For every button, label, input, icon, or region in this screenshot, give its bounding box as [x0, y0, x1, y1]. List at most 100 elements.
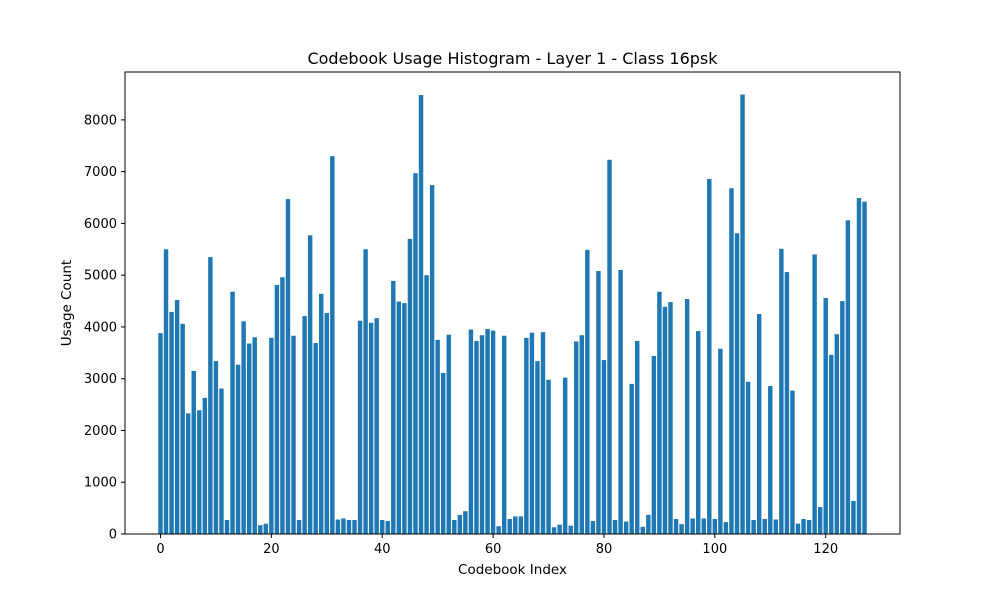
bar-20 — [269, 337, 274, 534]
bar-88 — [646, 514, 651, 534]
bar-12 — [224, 520, 230, 534]
bar-46 — [413, 173, 418, 534]
bar-93 — [673, 518, 679, 534]
bar-59 — [485, 329, 490, 534]
bar-58 — [479, 335, 485, 534]
bar-30 — [324, 312, 330, 534]
bar-45 — [407, 238, 413, 535]
bar-74 — [568, 525, 573, 534]
bar-92 — [668, 302, 673, 534]
bar-18 — [258, 525, 263, 534]
bar-25 — [296, 520, 302, 534]
bar-70 — [546, 379, 551, 534]
bar-104 — [734, 233, 740, 534]
bar-119 — [817, 507, 823, 534]
bar-44 — [402, 303, 407, 534]
bar-55 — [463, 511, 468, 534]
bar-112 — [779, 248, 784, 534]
x-axis-ticks: 0 20 40 60 80 100 120 — [156, 534, 838, 557]
bar-3 — [174, 300, 180, 534]
bar-98 — [701, 518, 706, 534]
bar-38 — [368, 322, 374, 534]
bar-80 — [601, 360, 607, 534]
x-tick-label: 100 — [702, 542, 727, 557]
bar-32 — [335, 519, 341, 534]
bar-125 — [851, 500, 856, 534]
bar-36 — [357, 320, 363, 534]
bar-120 — [823, 297, 828, 534]
bar-90 — [657, 291, 662, 534]
bar-52 — [446, 334, 451, 534]
y-tick-label: 0 — [109, 528, 117, 543]
bar-49 — [429, 185, 435, 534]
bar-99 — [707, 178, 712, 535]
bar-111 — [773, 519, 779, 534]
bar-27 — [307, 235, 313, 535]
x-tick-label: 80 — [596, 542, 613, 557]
bar-95 — [684, 298, 690, 534]
x-tick-label: 40 — [374, 542, 391, 557]
bar-116 — [801, 518, 806, 534]
bar-66 — [524, 337, 529, 534]
bar-24 — [291, 335, 296, 534]
bar-1 — [163, 249, 169, 534]
bar-100 — [712, 518, 718, 534]
bar-126 — [856, 198, 862, 534]
bar-113 — [784, 272, 790, 534]
bar-31 — [330, 156, 335, 534]
bar-14 — [235, 364, 241, 534]
bar-89 — [651, 355, 657, 534]
bar-78 — [590, 521, 596, 534]
bar-56 — [468, 329, 474, 534]
bars — [158, 94, 867, 535]
bar-40 — [380, 520, 385, 534]
bar-72 — [557, 524, 562, 534]
bar-96 — [690, 518, 695, 534]
y-axis-ticks: 0 1000 2000 3000 4000 5000 6000 7000 8000 — [84, 113, 125, 543]
bar-6 — [191, 370, 196, 534]
bar-94 — [679, 524, 684, 534]
bar-77 — [585, 249, 590, 534]
bar-33 — [341, 518, 346, 534]
bar-28 — [313, 342, 318, 534]
bar-10 — [213, 361, 219, 534]
bar-47 — [418, 95, 424, 535]
bar-19 — [263, 523, 269, 534]
bar-41 — [385, 521, 390, 534]
bar-105 — [740, 94, 745, 535]
bar-35 — [352, 520, 357, 534]
bar-15 — [241, 321, 246, 534]
bar-54 — [457, 514, 463, 534]
bar-50 — [435, 339, 440, 534]
bar-42 — [391, 280, 396, 534]
chart-title: Codebook Usage Histogram - Layer 1 - Cla… — [307, 49, 718, 68]
bar-48 — [424, 275, 429, 534]
bar-102 — [723, 522, 729, 534]
y-tick-label: 4000 — [84, 320, 117, 335]
bar-84 — [623, 521, 629, 534]
y-tick-label: 2000 — [84, 424, 117, 439]
bar-107 — [751, 520, 756, 534]
x-tick-label: 20 — [263, 542, 280, 557]
bar-108 — [756, 314, 762, 534]
bar-71 — [551, 527, 557, 534]
bar-16 — [246, 343, 252, 534]
bar-87 — [640, 526, 645, 534]
bar-11 — [219, 388, 224, 534]
bar-43 — [396, 301, 402, 534]
bar-118 — [812, 254, 817, 534]
bar-115 — [795, 523, 801, 534]
bar-124 — [845, 220, 851, 534]
bar-109 — [762, 518, 767, 534]
bar-86 — [635, 340, 640, 534]
y-tick-label: 8000 — [84, 113, 117, 128]
bar-73 — [562, 377, 568, 534]
bar-17 — [252, 337, 257, 534]
bar-127 — [862, 201, 867, 534]
bar-106 — [745, 381, 751, 534]
bar-39 — [374, 318, 379, 534]
bar-62 — [501, 335, 507, 534]
bar-121 — [829, 354, 834, 534]
bar-69 — [540, 332, 546, 534]
bar-8 — [202, 397, 208, 534]
